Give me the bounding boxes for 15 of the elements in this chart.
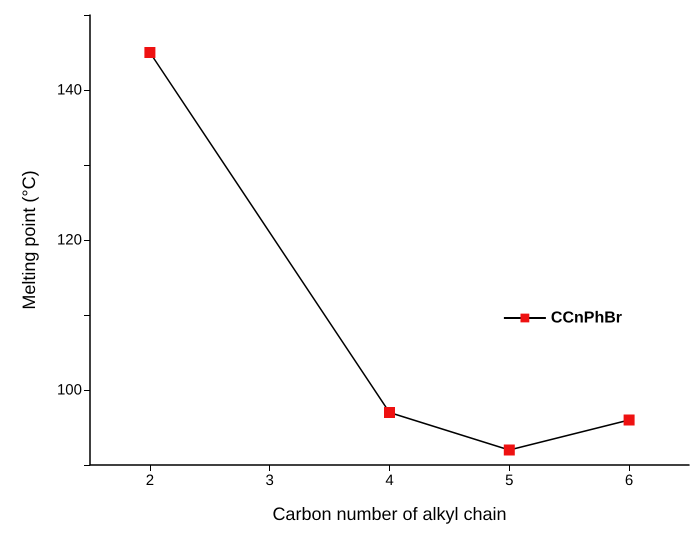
y-tick-label: 100: [56, 382, 82, 398]
point: [144, 47, 156, 58]
x-tick-label: 6: [624, 472, 634, 489]
x-tick-label: 5: [505, 472, 514, 489]
point: [384, 407, 395, 418]
x-tick-label: 3: [266, 472, 274, 489]
y-axis-title: Melting point (°C): [19, 170, 39, 310]
point: [624, 414, 635, 426]
legend-label: CCnPhBr: [550, 310, 622, 326]
x-tick-label: 4: [385, 472, 394, 489]
y-tick-label: 140: [56, 82, 82, 98]
y-tick-label: 120: [56, 232, 82, 248]
point: [504, 444, 515, 456]
x-tick-label: 2: [146, 472, 154, 489]
x-axis-title: Carbon number of alkyl chain: [272, 504, 507, 524]
